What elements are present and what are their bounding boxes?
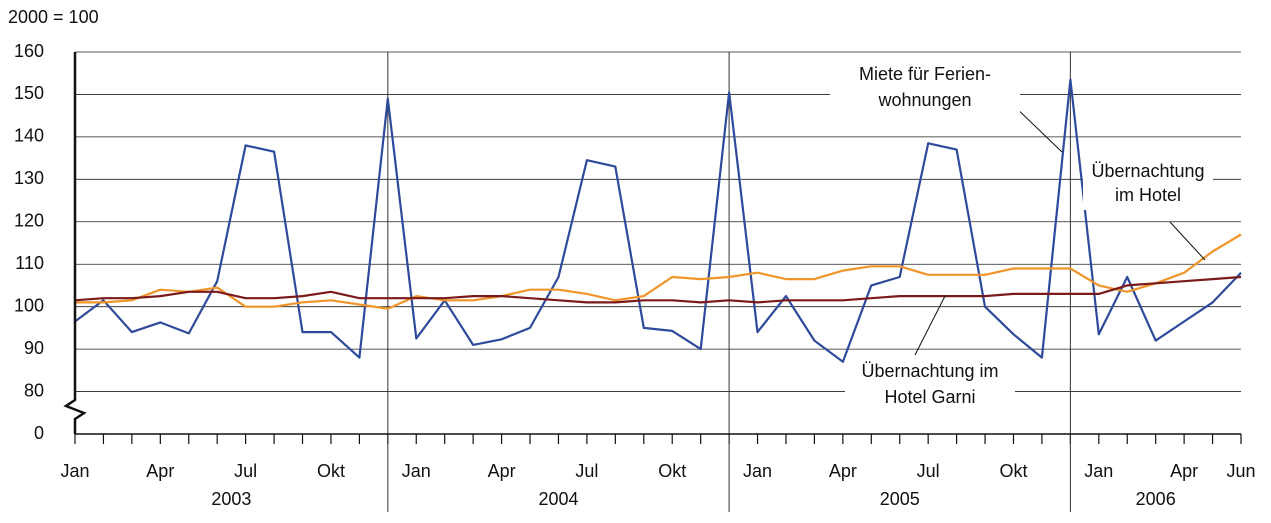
series-line — [74, 275, 1242, 304]
plot — [74, 78, 1242, 363]
year-label: 2004 — [538, 489, 578, 509]
year-label: 2003 — [211, 489, 251, 509]
x-tick-label: Jan — [60, 461, 89, 481]
y-axis — [63, 52, 87, 434]
x-tick-label: Okt — [317, 461, 345, 481]
y-tick-label: 0 — [34, 423, 44, 443]
x-tick-label: Apr — [1170, 461, 1198, 481]
annotations: Miete für Ferien-wohnungen Übernachtung im… — [830, 61, 1213, 412]
year-label: 2005 — [880, 489, 920, 509]
series-label: Hotel Garni — [884, 387, 975, 407]
x-tick-label: Jul — [917, 461, 940, 481]
x-tick-label: Jan — [1084, 461, 1113, 481]
x-tick-label: Jan — [743, 461, 772, 481]
leader-line — [1169, 221, 1206, 261]
y-tick-label: 80 — [24, 380, 44, 400]
y-tick-label: 120 — [14, 211, 44, 231]
x-tick-label: Okt — [658, 461, 686, 481]
x-tick-label: Apr — [488, 461, 516, 481]
x-tick-label: Apr — [146, 461, 174, 481]
y-tick-label: 90 — [24, 338, 44, 358]
series-label: Übernachtung — [1091, 161, 1204, 181]
x-tick-label: Jul — [234, 461, 257, 481]
year-label: 2006 — [1136, 489, 1176, 509]
y-tick-label: 130 — [14, 168, 44, 188]
series-label: wohnungen — [877, 90, 971, 110]
y-tick-label: 140 — [14, 126, 44, 146]
x-tick-label: Jul — [575, 461, 598, 481]
label-background — [1083, 158, 1213, 210]
x-tick-label: Jan — [402, 461, 431, 481]
y-tick-label: 110 — [15, 253, 44, 273]
series-label: im Hotel — [1115, 185, 1181, 205]
grid: 0 80 90 100 110 120 130 140 150 160 Jan Apr Jul Okt Ja… — [14, 41, 1256, 512]
unit-label: 2000 = 100 — [8, 7, 99, 27]
series-label: Übernachtung im — [861, 361, 998, 381]
label-background — [845, 358, 1015, 412]
series-line — [75, 233, 1242, 310]
series-label: Miete für Ferien- — [859, 64, 991, 84]
y-tick-label: 150 — [14, 83, 44, 103]
y-tick-label: 100 — [14, 295, 44, 315]
label-background — [830, 61, 1020, 115]
leader-line — [914, 295, 946, 356]
x-tick-label: Apr — [829, 461, 857, 481]
x-tick-label: Jun — [1226, 461, 1255, 481]
y-tick-label: 160 — [14, 41, 44, 61]
x-tick-label: Okt — [999, 461, 1027, 481]
series-line — [74, 78, 1242, 363]
